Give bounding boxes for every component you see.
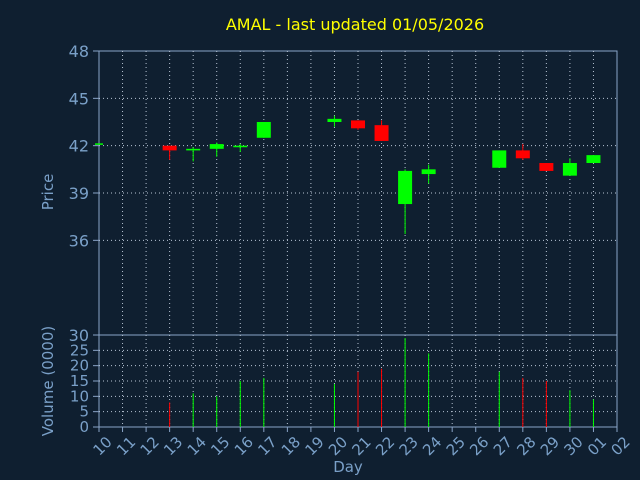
candle-body bbox=[95, 143, 103, 145]
candle-body bbox=[233, 145, 248, 148]
candle-body bbox=[539, 163, 554, 171]
candle-body bbox=[515, 150, 530, 159]
price-panel: 30 36 39 42 45 48 bbox=[69, 42, 618, 345]
candle bbox=[95, 143, 103, 145]
volume-tick-label: 10 bbox=[70, 387, 89, 405]
price-tick-label: 42 bbox=[69, 137, 89, 156]
volume-tick-label: 5 bbox=[79, 403, 89, 421]
candle-body bbox=[492, 150, 507, 168]
candle bbox=[421, 164, 436, 184]
candle-body bbox=[421, 169, 436, 175]
price-tick-label: 45 bbox=[69, 89, 89, 108]
volume-tick-label: 0 bbox=[79, 418, 89, 436]
candle bbox=[398, 169, 413, 235]
candle-body bbox=[562, 163, 577, 176]
volume-tick-label: 20 bbox=[70, 357, 89, 375]
price-tick-label: 39 bbox=[69, 184, 89, 203]
volume-tick-label: 25 bbox=[70, 341, 89, 359]
candle bbox=[515, 144, 530, 160]
candle-body bbox=[327, 118, 342, 122]
candle bbox=[327, 115, 342, 127]
candle bbox=[562, 158, 577, 176]
x-axis-label: Day bbox=[333, 458, 363, 476]
candle bbox=[256, 122, 271, 138]
candle bbox=[374, 120, 389, 141]
candle-body bbox=[209, 144, 224, 149]
candle bbox=[586, 155, 601, 164]
candle bbox=[492, 150, 507, 168]
candle bbox=[162, 145, 177, 160]
candle-body bbox=[398, 170, 413, 205]
price-axis-label: Price bbox=[39, 174, 57, 211]
price-tick-label: 48 bbox=[69, 42, 89, 61]
chart-title: AMAL - last updated 01/05/2026 bbox=[226, 15, 484, 34]
candle-body bbox=[186, 148, 201, 151]
candle-body bbox=[351, 120, 365, 129]
candle-body bbox=[256, 122, 271, 138]
candle-body bbox=[586, 155, 601, 164]
candle-body bbox=[162, 145, 177, 151]
price-tick-label: 30 bbox=[69, 326, 89, 345]
candle bbox=[351, 120, 365, 130]
candle-body bbox=[374, 125, 389, 141]
candle bbox=[209, 142, 224, 157]
volume-tick-label: 15 bbox=[70, 372, 89, 390]
price-tick-label: 36 bbox=[69, 231, 89, 250]
volume-axis-label: Volume (0000) bbox=[39, 326, 57, 436]
candle bbox=[186, 147, 201, 162]
candle bbox=[539, 163, 554, 171]
candle bbox=[233, 144, 248, 152]
